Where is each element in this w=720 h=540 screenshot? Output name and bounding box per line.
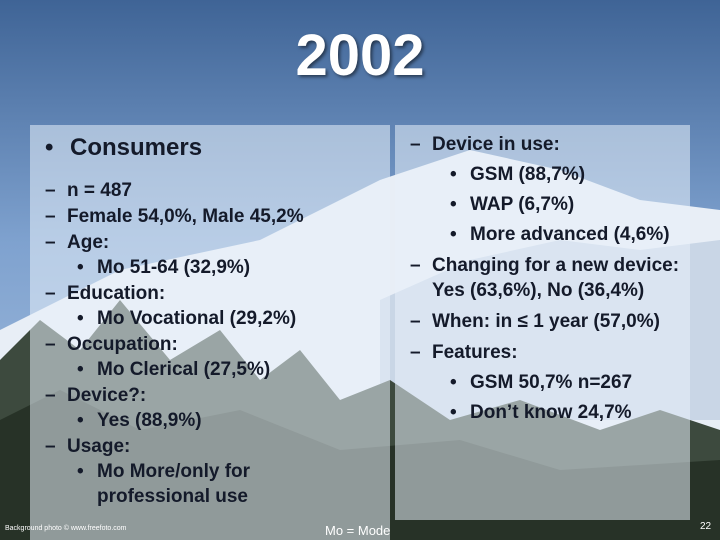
list-item: Female 54,0%, Male 45,2% <box>45 204 337 229</box>
list-item: Occupation: <box>45 332 337 357</box>
list-item: Features: <box>410 340 682 365</box>
left-column: Consumers n = 487Female 54,0%, Male 45,2… <box>45 133 337 509</box>
list-item: Usage: <box>45 434 337 459</box>
page-number: 22 <box>700 521 712 532</box>
list-item: Device in use: <box>410 132 682 157</box>
slide-title: 2002 <box>295 23 425 88</box>
list-item: Changing for a new device: Yes (63,6%), … <box>410 253 682 303</box>
sub-item: Mo 51-64 (32,9%) <box>77 255 337 280</box>
sub-item: Mo More/only for professional use <box>77 459 337 509</box>
sub-item: WAP (6,7%) <box>450 192 682 217</box>
photo-credit: Background photo © www.freefoto.com <box>5 525 127 532</box>
list-item: Age: <box>45 230 337 255</box>
list-item: n = 487 <box>45 178 337 203</box>
sub-item: Don’t know 24,7% <box>450 400 682 425</box>
list-item: Education: <box>45 281 337 306</box>
heading: Consumers <box>45 133 337 163</box>
sub-item: GSM 50,7% n=267 <box>450 370 682 395</box>
list-item: Device?: <box>45 383 337 408</box>
sub-item: Mo Clerical (27,5%) <box>77 357 337 382</box>
footnote: Mo = Mode <box>325 523 391 538</box>
list-item: When: in ≤ 1 year (57,0%) <box>410 309 682 334</box>
sub-item: GSM (88,7%) <box>450 162 682 187</box>
sub-item: More advanced (4,6%) <box>450 222 682 247</box>
right-column: Device in use: GSM (88,7%) WAP (6,7%) More … <box>410 126 682 425</box>
sub-item: Yes (88,9%) <box>77 408 337 433</box>
sub-item: Mo Vocational (29,2%) <box>77 306 337 331</box>
